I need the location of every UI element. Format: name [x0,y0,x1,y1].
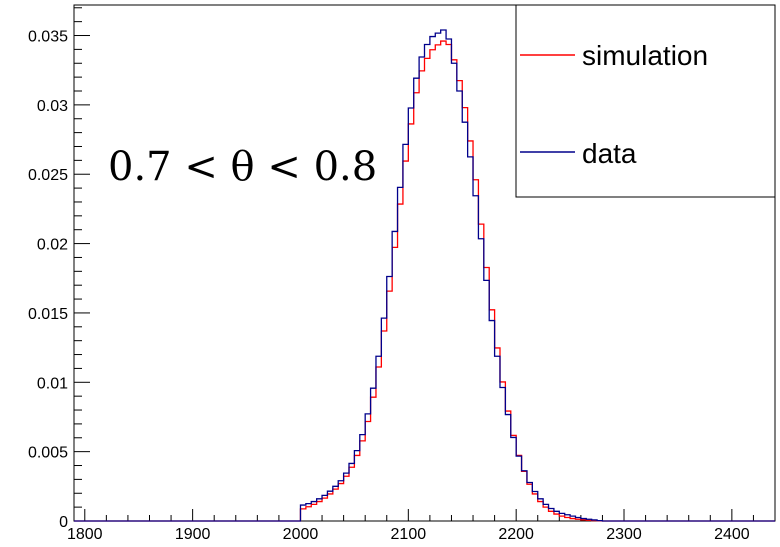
x-tick-label: 2300 [606,526,642,543]
y-tick-label: 0.01 [37,375,68,392]
x-tick-label: 1800 [67,526,103,543]
series-data-line [74,29,775,522]
y-tick-label: 0 [59,514,68,531]
y-tick-label: 0.005 [28,445,68,462]
legend-label-simulation: simulation [582,40,708,71]
series-layer [74,29,775,522]
theta-range-annotation: 0.7 < θ < 0.8 [108,144,377,190]
y-tick-label: 0.025 [28,167,68,184]
legend-label-data: data [582,138,637,169]
y-tick-label: 0.03 [37,98,68,115]
axis-ticks: 1800 1900 2000 2100 2200 2300 2400 0 0.005 0.01 0.… [28,7,776,543]
legend-box [515,4,776,198]
x-tick-label: 2400 [714,526,750,543]
y-tick-label: 0.015 [28,306,68,323]
x-tick-label: 2100 [391,526,427,543]
plot-frame [73,4,776,522]
legend: simulation data [515,4,776,198]
x-tick-label: 2200 [498,526,534,543]
y-tick-label: 0.035 [28,29,68,46]
x-tick-label: 1900 [175,526,211,543]
x-tick-label: 2000 [283,526,319,543]
y-tick-label: 0.02 [37,237,68,254]
